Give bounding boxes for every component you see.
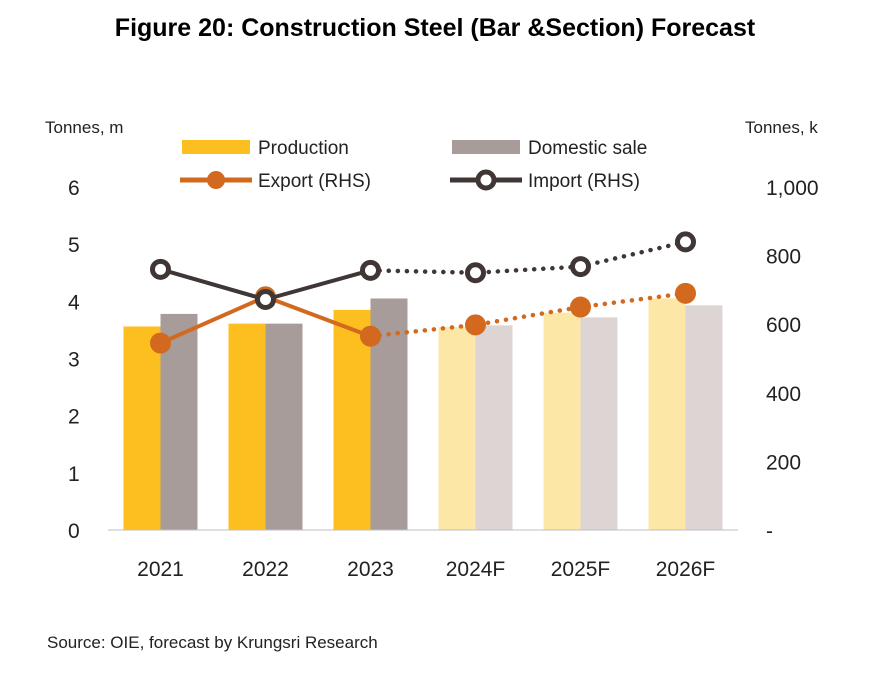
bar-domestic-sale [685,305,723,530]
legend-marker-export [207,171,225,189]
legend-swatch-production [182,140,250,154]
left-axis-tick-label: 1 [68,463,80,486]
point-export-rhs [150,332,171,354]
point-export-rhs [465,314,486,336]
left-axis-tick-label: 5 [68,234,80,257]
line-import-rhs-forecast [368,239,688,276]
bar-production [543,312,581,530]
bar-domestic-sale [475,325,513,530]
x-axis-tick-label: 2024F [446,558,506,581]
x-axis-tick-label: 2025F [551,558,611,581]
legend-label-production: Production [258,138,349,159]
source-note: Source: OIE, forecast by Krungsri Resear… [47,633,378,652]
legend-swatch-domestic-sale [452,140,520,154]
x-axis-tick-label: 2021 [137,558,184,581]
legend-label-domestic-sale: Domestic sale [528,138,647,159]
left-axis-tick-label: 3 [68,349,80,372]
plot-layer: 0 1 2 3 4 5 6 - 200 400 600 800 1,000 2021 2022 2023 202… [68,177,819,581]
x-axis-tick-label: 2023 [347,558,394,581]
left-axis-tick-label: 0 [68,520,80,543]
left-axis-tick-label: 2 [68,406,80,429]
point-import-rhs [255,289,276,311]
bar-domestic-sale [265,323,303,530]
point-export-rhs [570,296,591,318]
bar-production [438,327,476,530]
left-axis-label: Tonnes, m [45,118,123,137]
legend-label-import: Import (RHS) [528,171,640,192]
bar-production [648,298,686,530]
right-axis-label: Tonnes, k [745,118,818,137]
bar-production [228,323,266,530]
bar-production [333,309,371,530]
legend-label-export: Export (RHS) [258,171,371,192]
bar-domestic-sale [580,317,618,530]
point-export-rhs [360,325,381,347]
right-axis-tick-label: 200 [766,451,801,474]
line-export-rhs-forecast [368,291,688,339]
right-axis-tick-label: 1,000 [766,177,819,200]
bar-production [123,326,161,530]
point-export-rhs [675,282,696,304]
legend-marker-import [475,169,497,191]
right-axis-tick-label: 600 [766,314,801,337]
right-axis-tick-label: 400 [766,383,801,406]
point-import-rhs [150,258,171,280]
point-import-rhs [570,256,591,278]
right-axis-tick-label: - [766,520,773,543]
x-axis-tick-label: 2026F [656,558,716,581]
point-import-rhs [465,262,486,284]
x-axis-tick-label: 2022 [242,558,289,581]
left-axis-tick-label: 6 [68,177,80,200]
point-import-rhs [675,231,696,253]
left-axis-tick-label: 4 [68,291,80,314]
chart-title: Figure 20: Construction Steel (Bar &Sect… [114,14,756,42]
point-import-rhs [360,259,381,281]
right-axis-tick-label: 800 [766,246,801,269]
